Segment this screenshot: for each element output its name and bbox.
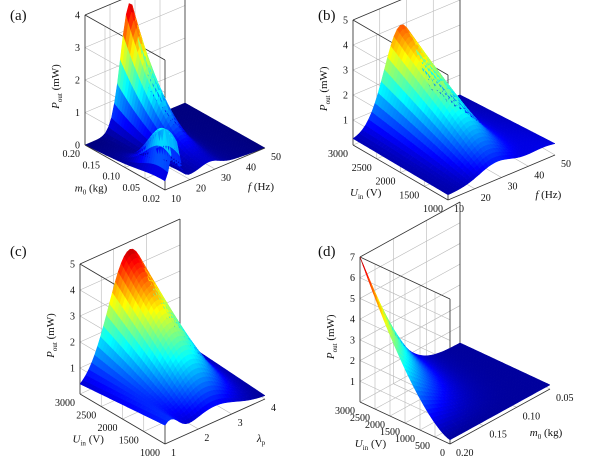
y-tick-label: 3000 [55, 398, 75, 409]
z-tick-label: 0 [75, 141, 80, 152]
x-axis-line [449, 388, 551, 445]
x-axis-title: f (Hz) [535, 189, 561, 201]
y-tick-label: 2000 [376, 177, 396, 188]
surface-mesh [359, 256, 551, 441]
y-tick-label: 3000 [335, 406, 355, 417]
surface-mesh [79, 248, 266, 426]
y-tick-label: 1500 [119, 436, 139, 447]
y-tick-label: 2500 [350, 413, 370, 424]
x-tick-label: 1 [171, 448, 176, 459]
z-tick-label: 1 [75, 108, 80, 119]
y-tick-label: 0.15 [83, 160, 101, 171]
x-tick-label: 2 [204, 433, 209, 444]
z-tick-label: 3 [343, 66, 348, 77]
y-tick-label: 1000 [395, 434, 415, 445]
y-tick-label: 0.20 [63, 149, 81, 160]
y-axis-title: Uin (V) [355, 438, 387, 452]
surface-plot-b: 10 20 30 40 50 1000 1500 2000 2500 3000 1 2 3 4 5 f (Hz… [300, 0, 590, 230]
surface-plot-d: 0.20 0.15 0.10 0.05 0 500 1000 1500 2000 2500 3000… [300, 201, 590, 466]
x-tick-label: 30 [221, 173, 231, 184]
y-axis-line [359, 401, 451, 445]
z-tick-label: 5 [350, 294, 355, 305]
x-axis-line [164, 398, 266, 445]
x-axis-line [164, 147, 266, 191]
y-tick-label: 1000 [423, 204, 443, 215]
panel-label-c: (c) [10, 244, 27, 260]
y-tick-label: 2000 [365, 420, 385, 431]
z-tick-label: 4 [70, 286, 75, 297]
x-tick-label: 0.05 [556, 393, 574, 404]
x-tick-label: 30 [508, 182, 518, 193]
z-tick-label: 4 [75, 11, 80, 22]
z-tick-label: 5 [70, 260, 75, 271]
z-axis-title: Pout (mW) [325, 314, 339, 360]
x-axis-title: m0 (kg) [530, 427, 563, 441]
z-tick-label: 4 [343, 41, 348, 52]
z-tick-label: 1 [70, 364, 75, 375]
x-tick-label: 0.20 [456, 448, 474, 459]
z-tick-label: 2 [343, 91, 348, 102]
panel-label-b: (b) [318, 8, 336, 24]
z-tick-label: 3 [350, 335, 355, 346]
x-tick-label: 50 [271, 152, 281, 163]
y-axis-title: Uin (V) [73, 434, 105, 448]
y-axis-line [352, 144, 449, 201]
z-tick-label: 2 [70, 338, 75, 349]
x-tick-label: 20 [196, 184, 206, 195]
z-tick-label: 3 [75, 43, 80, 54]
z-tick-label: 1 [350, 377, 355, 388]
y-tick-label: 0.02 [143, 194, 161, 205]
surface-plot-a: 10 20 30 40 50 0.02 0.05 0.10 0.15 0.20 0 1 2 3 4 f (Hz… [0, 0, 290, 230]
y-axis-title: Uin (V) [350, 187, 382, 201]
x-tick-label: 0.10 [523, 411, 541, 422]
x-tick-label: 10 [171, 194, 181, 205]
panel-label-d: (d) [318, 244, 336, 260]
x-axis-title: λp [256, 433, 266, 447]
x-tick-label: 0.15 [489, 430, 507, 441]
x-tick-label: 4 [271, 403, 276, 414]
z-tick-label: 6 [350, 273, 355, 284]
y-tick-label: 2500 [76, 411, 96, 422]
z-tick-label: 4 [350, 315, 355, 326]
y-tick-label: 1500 [399, 190, 419, 201]
y-tick-label: 1000 [140, 448, 160, 459]
z-tick-label: 1 [343, 116, 348, 127]
z-axis-title: Pout (mW) [318, 66, 332, 112]
y-tick-label: 0.10 [103, 172, 121, 183]
surface-mesh [352, 24, 556, 196]
z-tick-label: 7 [350, 253, 355, 264]
surface-mesh [84, 2, 266, 182]
y-tick-label: 3000 [328, 149, 348, 160]
x-tick-label: 50 [561, 159, 571, 170]
x-tick-label: 40 [246, 163, 256, 174]
z-tick-label: 5 [343, 16, 348, 27]
x-tick-label: 40 [534, 170, 544, 181]
x-tick-label: 10 [454, 204, 464, 215]
y-axis-title: m0 (kg) [75, 182, 108, 196]
y-tick-label: 0 [440, 448, 445, 459]
x-axis-title: f (Hz) [248, 181, 274, 193]
y-tick-label: 1500 [380, 427, 400, 438]
z-tick-label: 3 [70, 312, 75, 323]
z-axis-title: Pout (mW) [45, 313, 59, 359]
y-tick-label: 500 [415, 441, 430, 452]
y-tick-label: 0.05 [123, 183, 141, 194]
z-tick-label: 2 [75, 76, 80, 87]
y-axis-line [79, 393, 166, 445]
y-tick-label: 2000 [98, 423, 118, 434]
x-axis-line [447, 154, 556, 201]
y-axis-line [84, 144, 166, 191]
x-tick-label: 20 [481, 193, 491, 204]
z-axis-title: Pout (mW) [50, 64, 64, 110]
z-tick-label: 2 [350, 356, 355, 367]
x-tick-label: 3 [238, 418, 243, 429]
surface-plot-c: 1 2 3 4 1000 1500 2000 2500 3000 1 2 3 4 5 λp Uin (V) Po… [0, 218, 290, 466]
panel-label-a: (a) [10, 8, 27, 24]
y-tick-label: 2500 [352, 163, 372, 174]
